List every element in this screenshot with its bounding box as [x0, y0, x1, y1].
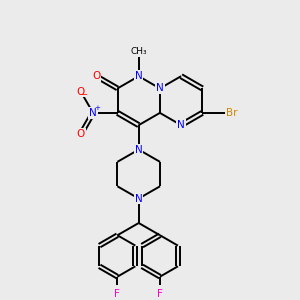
Text: N: N	[135, 145, 142, 154]
Text: N: N	[135, 194, 142, 203]
Text: Br: Br	[226, 108, 237, 118]
Text: F: F	[157, 289, 163, 299]
Text: N: N	[135, 71, 142, 81]
Text: N: N	[89, 108, 97, 118]
Text: N: N	[177, 120, 185, 130]
Text: CH₃: CH₃	[130, 47, 147, 56]
Text: +: +	[94, 105, 100, 111]
Text: N: N	[156, 83, 164, 93]
Text: O: O	[77, 129, 85, 139]
Text: F: F	[115, 289, 120, 299]
Text: O: O	[77, 87, 85, 97]
Text: −: −	[80, 90, 87, 99]
Text: O: O	[92, 71, 100, 81]
